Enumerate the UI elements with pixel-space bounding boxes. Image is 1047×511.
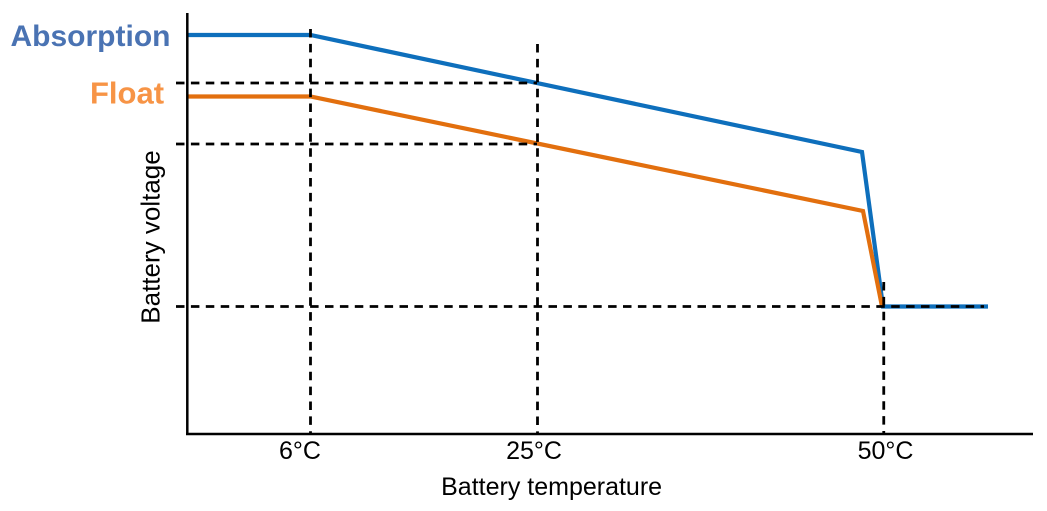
svg-text:50°C: 50°C xyxy=(858,437,914,465)
svg-text:Battery temperature: Battery temperature xyxy=(441,473,662,501)
svg-text:25°C: 25°C xyxy=(506,437,562,465)
svg-text:Battery voltage: Battery voltage xyxy=(136,150,166,323)
svg-text:Float: Float xyxy=(90,76,164,111)
svg-text:6°C: 6°C xyxy=(279,437,321,465)
svg-text:Absorption: Absorption xyxy=(11,20,171,53)
